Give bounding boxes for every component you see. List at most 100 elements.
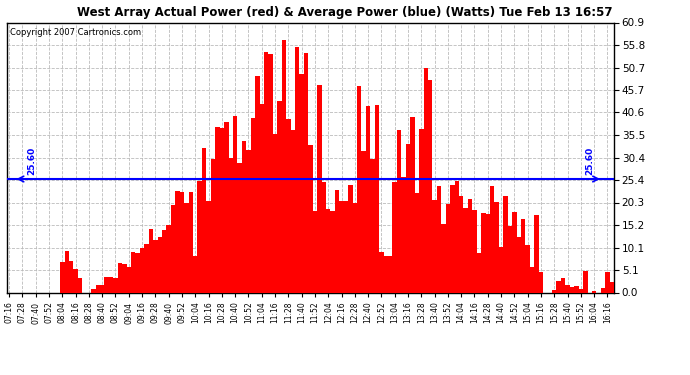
Bar <box>415 193 419 292</box>
Bar <box>428 80 433 292</box>
Bar <box>149 229 153 292</box>
Bar <box>171 205 175 292</box>
Bar <box>446 204 450 292</box>
Bar <box>534 214 539 292</box>
Bar <box>388 256 393 292</box>
Bar <box>411 117 415 292</box>
Bar <box>459 196 464 292</box>
Bar <box>419 129 424 292</box>
Text: 25.60: 25.60 <box>27 147 36 176</box>
Bar <box>530 267 534 292</box>
Bar <box>250 117 255 292</box>
Bar <box>122 264 126 292</box>
Bar <box>539 273 543 292</box>
Bar <box>246 150 250 292</box>
Bar <box>241 141 246 292</box>
Bar <box>353 202 357 292</box>
Bar <box>464 207 468 292</box>
Bar <box>362 152 366 292</box>
Bar <box>233 116 237 292</box>
Bar <box>495 202 499 292</box>
Bar <box>180 192 184 292</box>
Bar <box>380 252 384 292</box>
Bar <box>610 282 614 292</box>
Bar <box>100 285 104 292</box>
Bar <box>326 209 331 292</box>
Bar <box>468 199 472 292</box>
Bar <box>206 201 210 292</box>
Bar <box>228 158 233 292</box>
Bar <box>60 262 65 292</box>
Bar <box>184 202 188 292</box>
Bar <box>450 184 455 292</box>
Bar <box>339 201 344 292</box>
Bar <box>104 277 109 292</box>
Bar <box>437 186 441 292</box>
Bar <box>69 261 73 292</box>
Bar <box>193 256 197 292</box>
Bar <box>153 240 157 292</box>
Text: Copyright 2007 Cartronics.com: Copyright 2007 Cartronics.com <box>10 28 141 37</box>
Bar <box>574 286 579 292</box>
Bar <box>517 237 521 292</box>
Bar <box>583 270 587 292</box>
Bar <box>264 52 268 292</box>
Bar <box>282 40 286 292</box>
Bar <box>135 253 140 292</box>
Bar <box>579 289 583 292</box>
Bar <box>521 219 526 292</box>
Bar <box>109 277 113 292</box>
Bar <box>268 54 273 292</box>
Text: West Array Actual Power (red) & Average Power (blue) (Watts) Tue Feb 13 16:57: West Array Actual Power (red) & Average … <box>77 6 613 19</box>
Bar <box>481 213 486 292</box>
Bar <box>570 286 574 292</box>
Bar <box>113 278 118 292</box>
Bar <box>308 145 313 292</box>
Bar <box>371 159 375 292</box>
Bar <box>433 201 437 292</box>
Bar <box>73 269 78 292</box>
Bar <box>295 47 299 292</box>
Bar <box>424 68 428 292</box>
Bar <box>472 210 477 292</box>
Bar <box>210 159 215 292</box>
Bar <box>335 190 339 292</box>
Bar <box>397 130 402 292</box>
Bar <box>140 248 144 292</box>
Bar <box>144 244 149 292</box>
Bar <box>166 225 171 292</box>
Bar <box>202 148 206 292</box>
Bar <box>277 101 282 292</box>
Bar <box>304 53 308 292</box>
Bar <box>255 76 259 292</box>
Bar <box>503 196 508 292</box>
Bar <box>357 86 362 292</box>
Bar <box>237 163 242 292</box>
Bar <box>565 285 570 292</box>
Bar <box>290 130 295 292</box>
Bar <box>299 75 304 292</box>
Bar <box>118 263 122 292</box>
Bar <box>552 290 556 292</box>
Bar <box>499 247 503 292</box>
Bar <box>131 252 135 292</box>
Bar <box>95 285 100 292</box>
Bar <box>441 224 446 292</box>
Text: 25.60: 25.60 <box>585 147 594 176</box>
Bar <box>331 211 335 292</box>
Bar <box>78 278 82 292</box>
Bar <box>592 291 596 292</box>
Bar <box>601 288 605 292</box>
Bar <box>157 237 162 292</box>
Bar <box>406 144 411 292</box>
Bar <box>526 246 530 292</box>
Bar <box>322 182 326 292</box>
Bar <box>561 278 565 292</box>
Bar <box>215 126 219 292</box>
Bar <box>366 106 371 292</box>
Bar <box>126 267 131 292</box>
Bar <box>219 128 224 292</box>
Bar <box>259 104 264 292</box>
Bar <box>375 105 380 292</box>
Bar <box>486 214 490 292</box>
